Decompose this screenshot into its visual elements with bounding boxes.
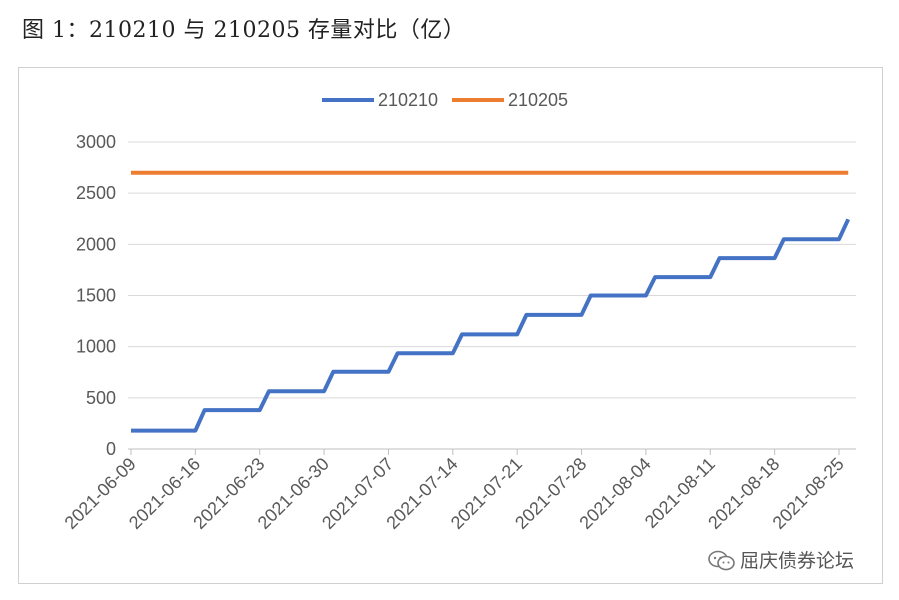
legend: 210210 210205 [322,90,568,110]
y-tick-label: 500 [86,388,116,408]
watermark-text: 屈庆债券论坛 [740,550,855,572]
y-tick-label: 2500 [76,183,116,203]
y-axis-ticks: 0 500 1000 1500 2000 2500 3000 [76,132,116,459]
figure-title: 图 1：210210 与 210205 存量对比（亿） [22,18,466,43]
x-axis-ticks: 2021-06-092021-06-162021-06-232021-06-30… [61,449,848,533]
legend-label-210205: 210205 [508,90,568,110]
y-tick-label: 1500 [76,286,116,306]
legend-label-210210: 210210 [378,90,438,110]
series-lines [131,170,851,433]
gridlines [128,141,856,450]
series-line-210210 [131,218,851,433]
y-tick-label: 2000 [76,234,116,254]
chart-frame [18,67,883,584]
y-tick-label: 3000 [76,132,116,152]
y-tick-label: 1000 [76,337,116,357]
y-tick-label: 0 [106,439,116,459]
